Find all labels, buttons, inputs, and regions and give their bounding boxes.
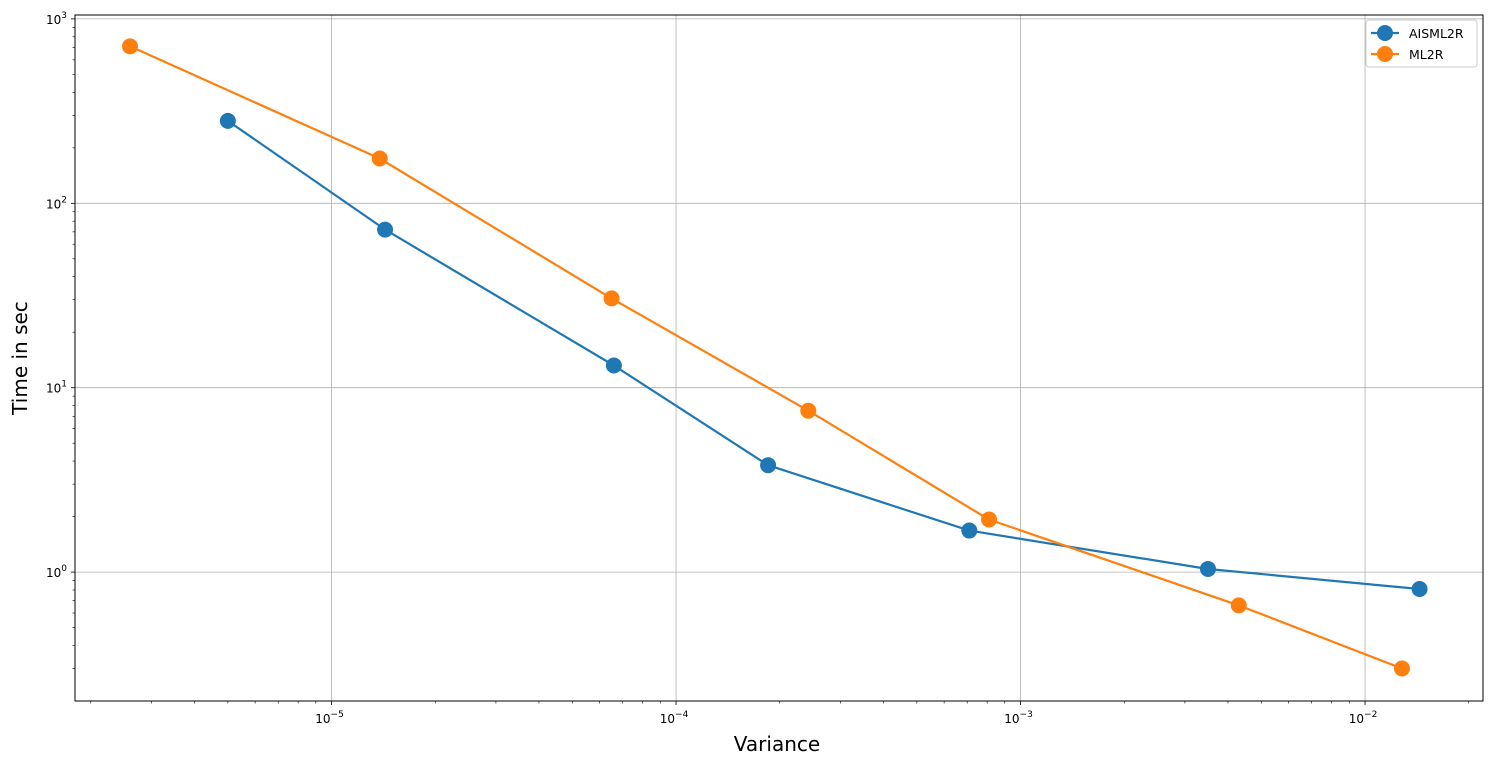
x-tick-label: 10−3 xyxy=(1004,710,1033,726)
x-tick-label: 10−2 xyxy=(1349,710,1378,726)
data-point xyxy=(371,150,388,167)
y-tick-label: 101 xyxy=(46,380,67,396)
y-tick-label: 100 xyxy=(46,564,67,580)
data-point xyxy=(1411,580,1428,597)
legend-box xyxy=(1365,19,1478,68)
legend: AISML2R ML2R xyxy=(1365,19,1478,68)
data-point xyxy=(605,357,622,374)
legend-label: AISML2R xyxy=(1409,26,1464,41)
legend-marker xyxy=(1377,25,1393,41)
grid xyxy=(75,15,1483,701)
series-ml2r xyxy=(122,38,1410,677)
legend-marker xyxy=(1377,46,1393,62)
data-point xyxy=(961,522,978,539)
series-aisml2r xyxy=(219,112,1428,597)
data-point xyxy=(1199,560,1216,577)
x-tick-label: 10−4 xyxy=(660,710,689,726)
legend-item: AISML2R xyxy=(1371,25,1464,41)
data-point xyxy=(377,221,394,238)
y-tick-label: 102 xyxy=(46,195,67,211)
data-point xyxy=(760,457,777,474)
data-point xyxy=(800,402,817,419)
legend-item: ML2R xyxy=(1371,46,1444,62)
data-point xyxy=(122,38,139,55)
y-axis-title: Time in sec xyxy=(8,301,32,416)
data-point xyxy=(981,511,998,528)
data-point xyxy=(219,112,236,129)
data-point xyxy=(603,290,620,307)
x-axis-title: Variance xyxy=(734,732,820,756)
legend-label: ML2R xyxy=(1409,47,1444,62)
series-layer xyxy=(122,38,1428,677)
plot-frame xyxy=(74,14,1484,702)
data-point xyxy=(1230,597,1247,614)
y-tick-label: 103 xyxy=(46,11,67,27)
x-tick-label: 10−5 xyxy=(315,710,344,726)
data-point xyxy=(1393,660,1410,677)
axis-ticks: 10−5 10−4 10−3 10−2 100 101 102 103 xyxy=(46,11,1470,726)
